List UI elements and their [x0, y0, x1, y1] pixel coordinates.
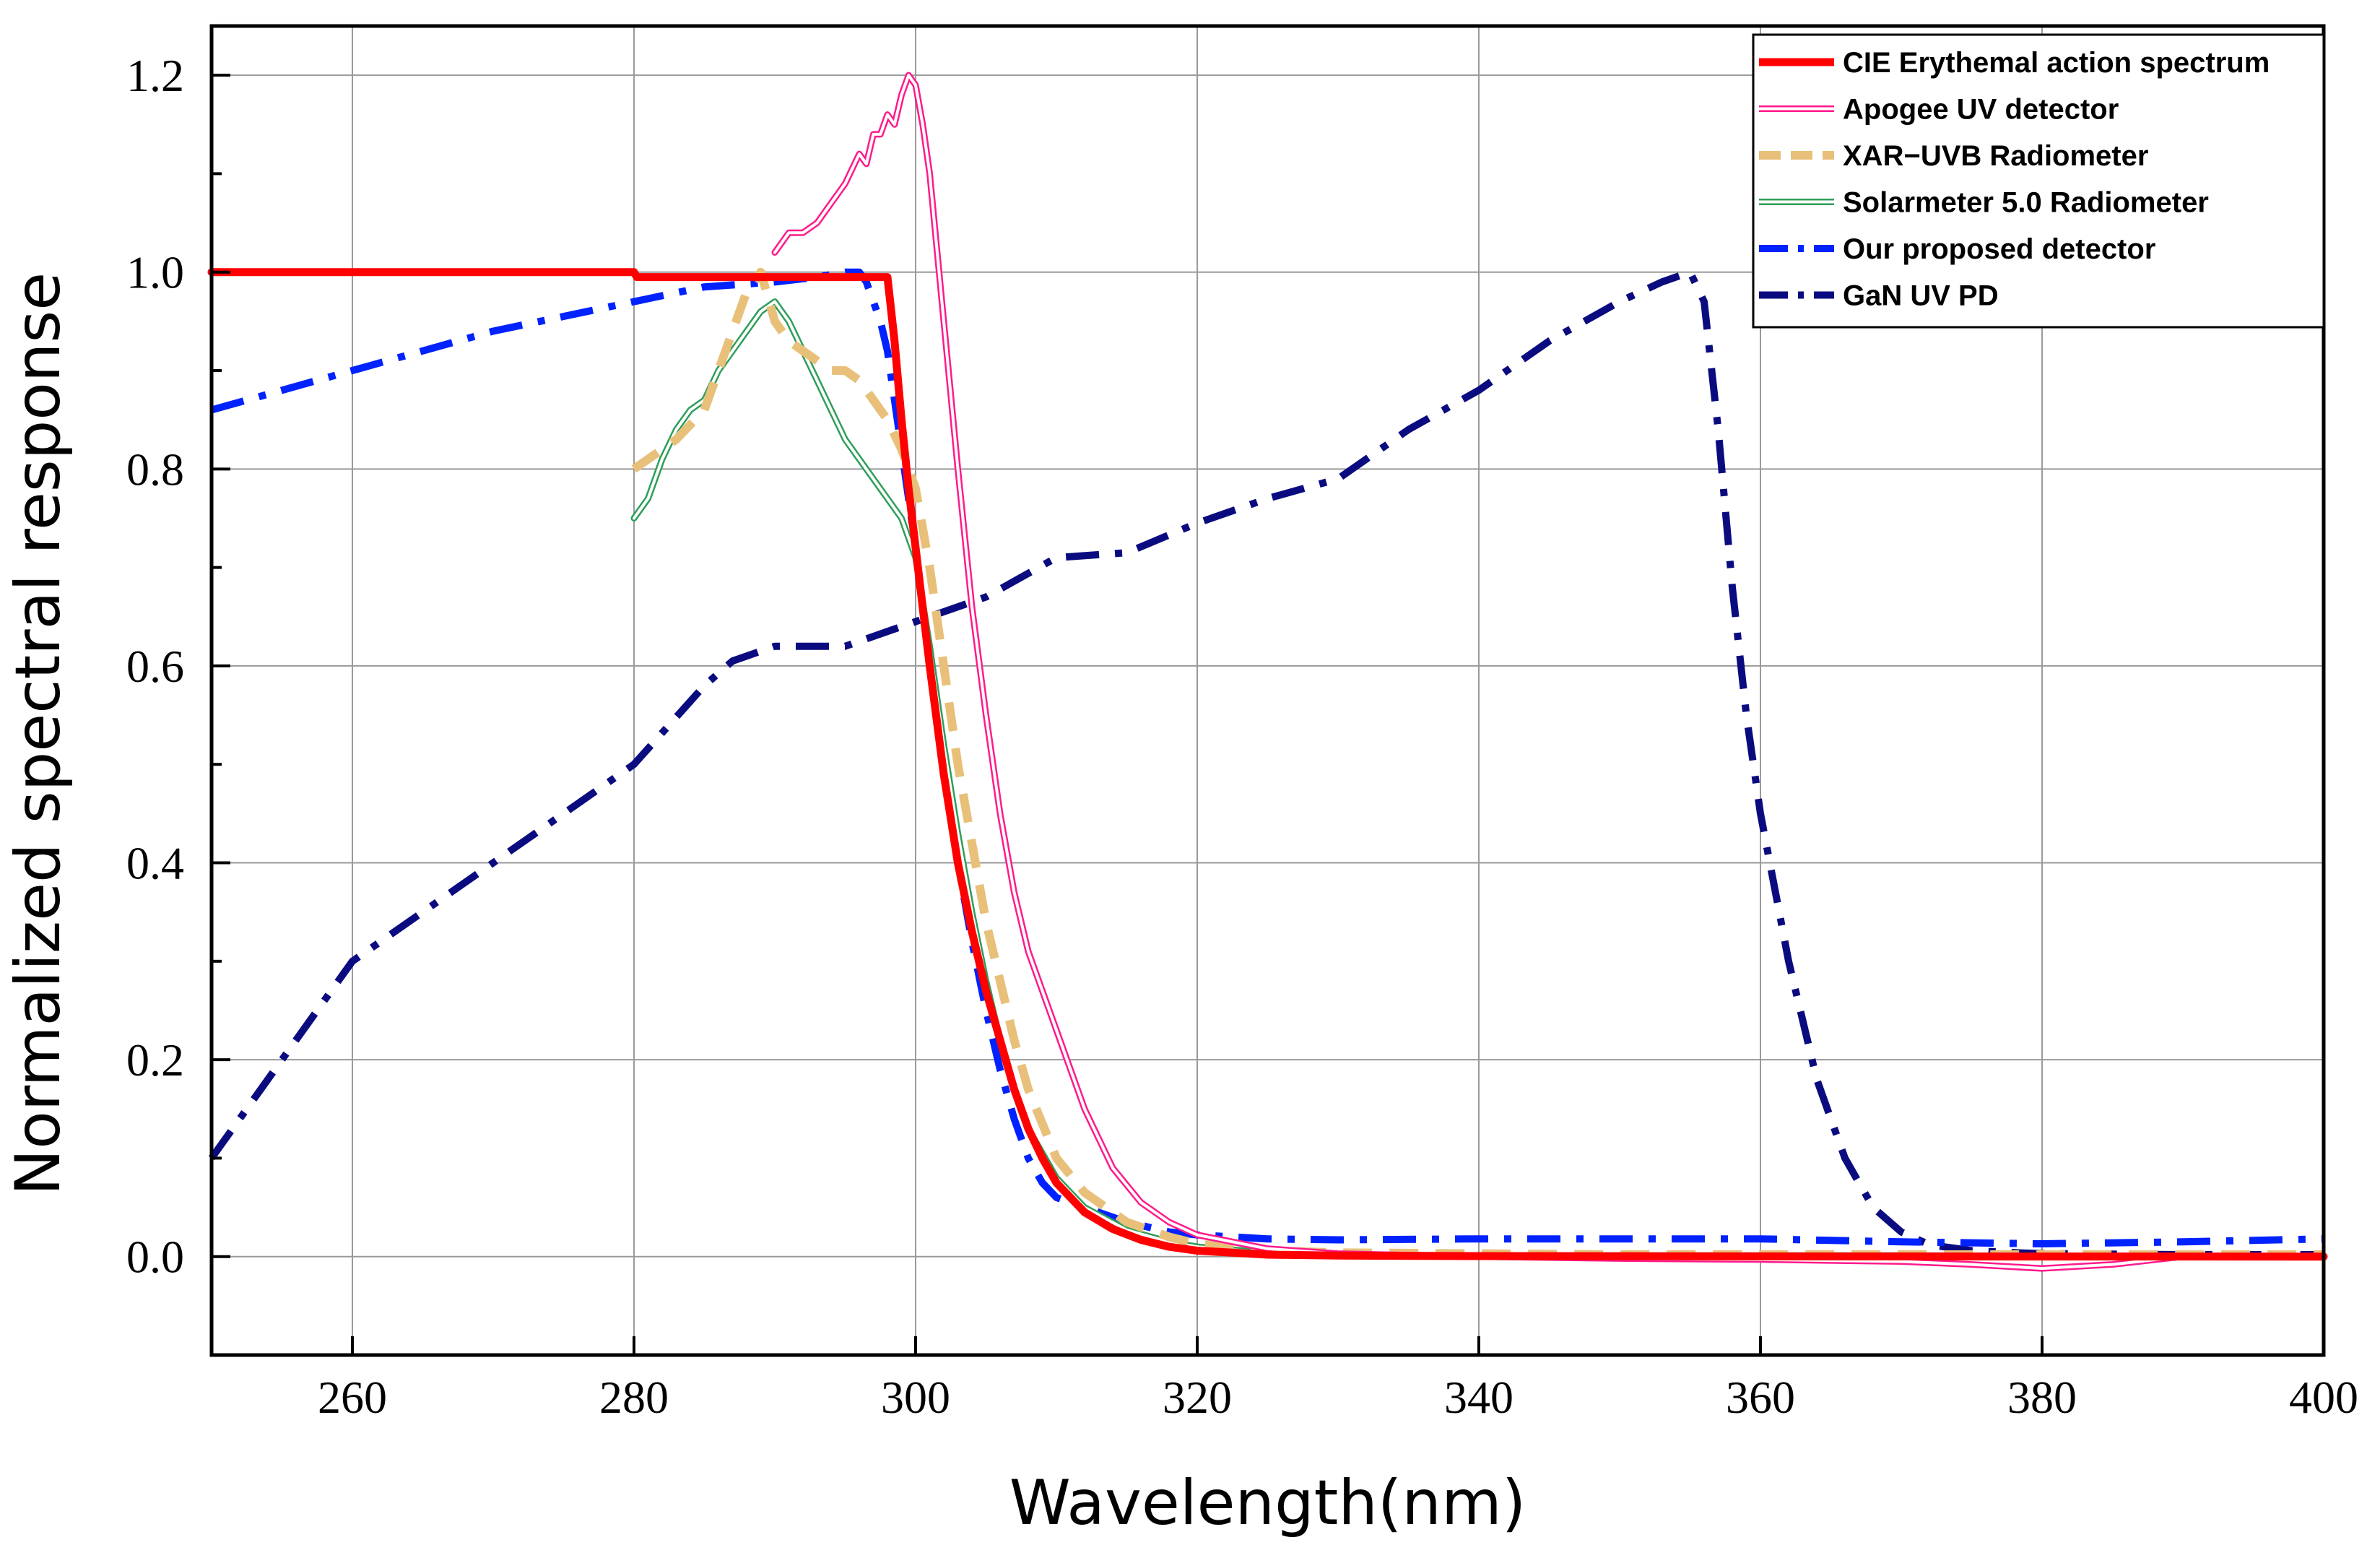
x-tick-label: 260	[318, 1372, 387, 1423]
x-tick-label: 360	[1726, 1372, 1795, 1423]
y-tick-label: 0.2	[126, 1034, 184, 1086]
legend-label: Apogee UV detector	[1843, 94, 2119, 126]
x-tick-label: 280	[599, 1372, 669, 1423]
x-tick-label: 340	[1444, 1372, 1513, 1423]
legend-label: GaN UV PD	[1843, 280, 1999, 312]
legend: CIE Erythemal action spectrum Apogee UV d…	[1752, 33, 2325, 329]
legend-label: Solarmeter 5.0 Radiometer	[1843, 187, 2209, 219]
legend-label: XAR−UVB Radiometer	[1843, 140, 2148, 172]
x-tick-label: 400	[2289, 1372, 2358, 1423]
series-cie-erythemal-action-spectrum-line	[207, 268, 2328, 1261]
legend-label: Our proposed detector	[1843, 233, 2155, 265]
x-tick-label: 320	[1163, 1372, 1232, 1423]
x-tick-label: 380	[2007, 1372, 2077, 1423]
legend-label: CIE Erythemal action spectrum	[1843, 47, 2270, 79]
legend-box	[1752, 33, 2325, 329]
y-tick-label: 1.2	[126, 50, 184, 101]
series-layer	[207, 72, 2328, 1272]
y-tick-label: 0.4	[126, 838, 184, 889]
y-axis-title: Normalized spectral response	[2, 272, 74, 1195]
y-tick-label: 1.0	[126, 247, 184, 298]
x-tick-label: 300	[881, 1372, 950, 1423]
y-tick-label: 0.0	[126, 1232, 184, 1283]
y-tick-label: 0.6	[126, 641, 184, 692]
y-tick-label: 0.8	[126, 443, 184, 495]
series-gan-uv-pd-line	[208, 268, 2324, 1258]
tick-layer: 260 280 300 320 340 360 380 400 0.0 0.2 0.4 0.6 0.8 1…	[126, 50, 2358, 1423]
x-axis-title: Wavelength(nm)	[1009, 1467, 1526, 1539]
series-xar-uvb-radiometer-line	[631, 267, 2324, 1259]
plot-frame	[209, 24, 2326, 1357]
